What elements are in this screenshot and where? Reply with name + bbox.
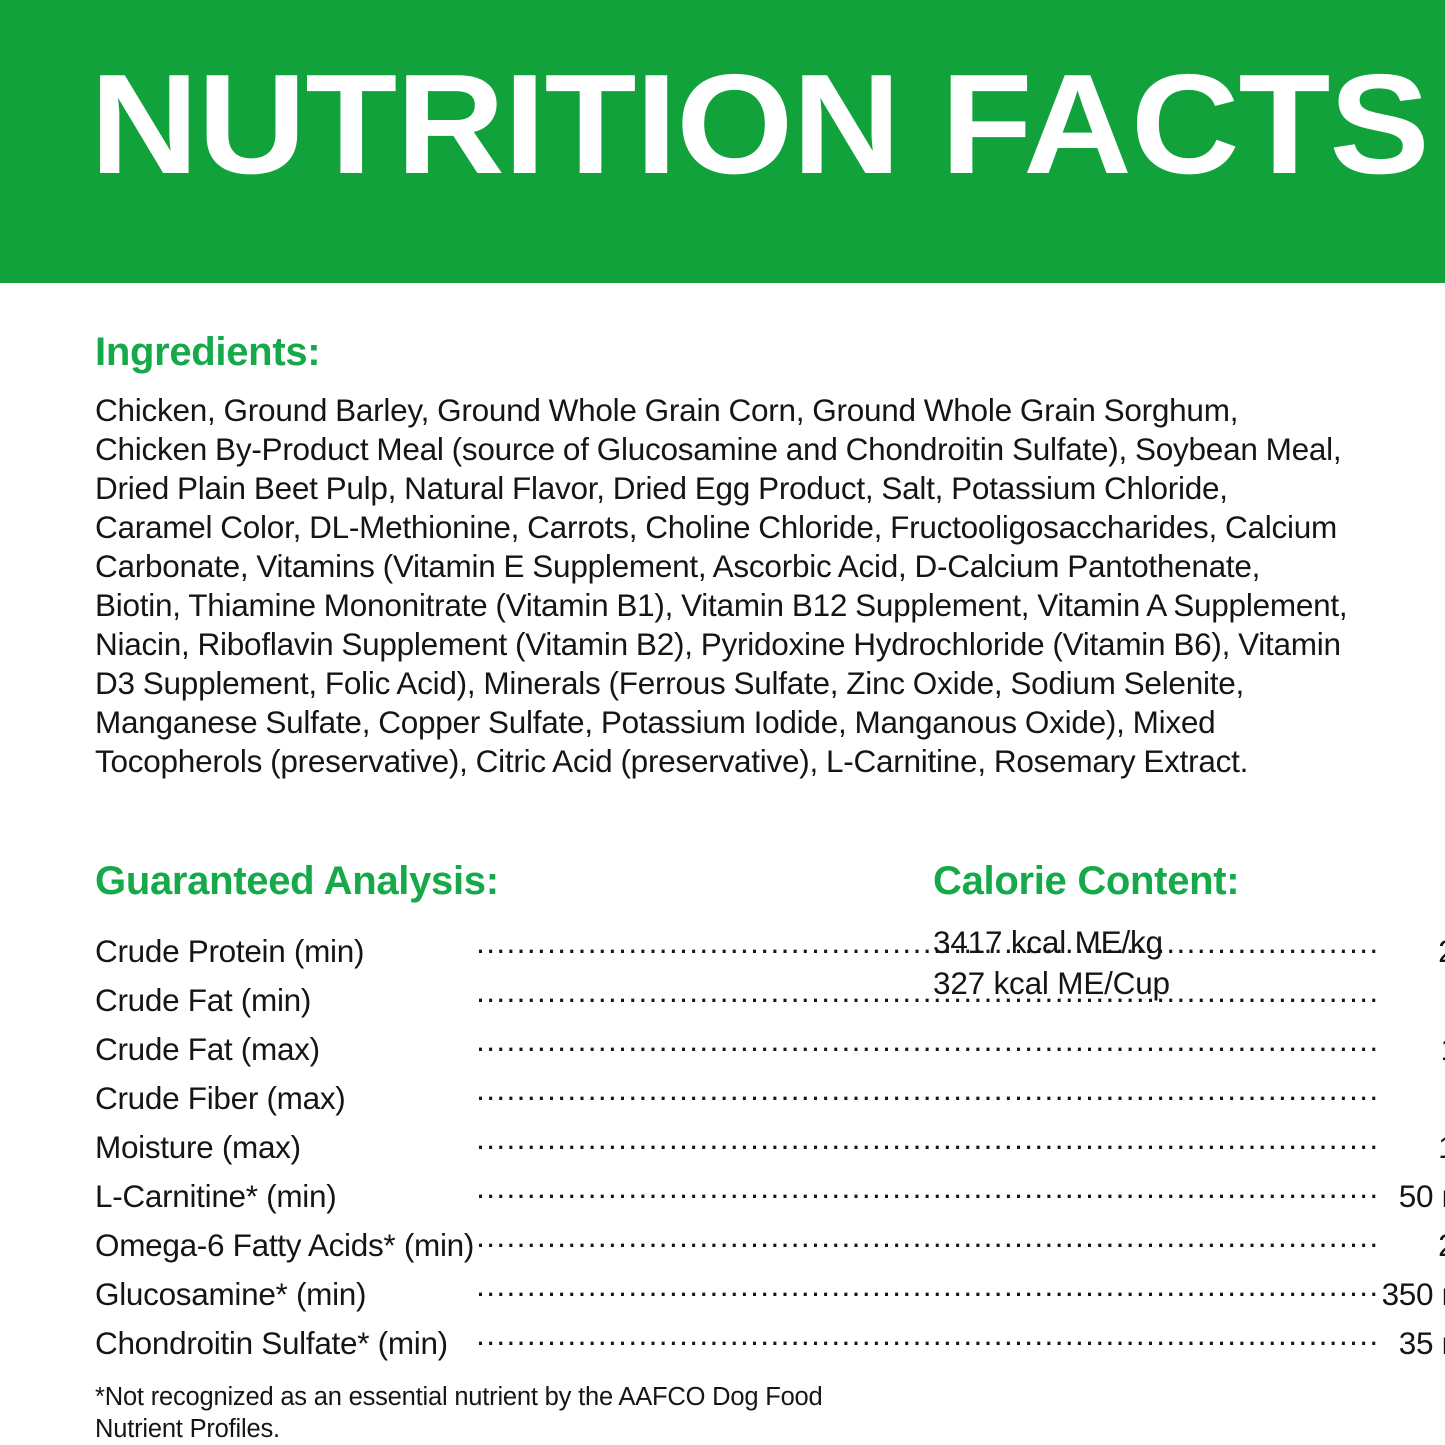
calorie-content-line: 327 kcal ME/Cup (933, 965, 1170, 1001)
guaranteed-analysis-table: Crude Protein (min).....................… (95, 922, 1445, 1363)
analysis-value: 50 mg/kg (1398, 1178, 1445, 1214)
header-banner: NUTRITION FACTS (0, 0, 1445, 283)
table-row: Moisture (max)..........................… (95, 1118, 1445, 1167)
analysis-label: Moisture (max) (95, 1129, 301, 1165)
analysis-label: Crude Fat (min) (95, 982, 312, 1018)
dot-leader: ........................................… (476, 1120, 1380, 1156)
calorie-content-line: 3417 kcal ME/kg (933, 924, 1163, 960)
analysis-value: 350 mg/kg (1381, 1276, 1445, 1312)
calorie-content-lines: 3417 kcal ME/kg 327 kcal ME/Cup (933, 922, 1353, 1004)
analysis-value: 22.5% (1380, 922, 1445, 971)
dot-leader: ........................................… (476, 1022, 1380, 1058)
guaranteed-analysis-heading: Guaranteed Analysis: (95, 859, 499, 903)
dot-leader: ........................................… (476, 1218, 1380, 1254)
guaranteed-analysis-section: Guaranteed Analysis: Crude Protein (min)… (95, 858, 1445, 1445)
analysis-value: 2.25% (1380, 1216, 1445, 1265)
analysis-value: 11.5% (1380, 1020, 1445, 1069)
dot-leader: ........................................… (476, 1267, 1380, 1303)
dot-leader: ........................................… (476, 924, 1380, 960)
analysis-label: Glucosamine* (min) (95, 1276, 367, 1312)
ingredients-section: Ingredients: Chicken, Ground Barley, Gro… (95, 329, 1350, 781)
table-row: Glucosamine* (min)......................… (95, 1265, 1445, 1314)
table-row: Omega-6 Fatty Acids* (min)..............… (95, 1216, 1445, 1265)
ingredients-text: Chicken, Ground Barley, Ground Whole Gra… (95, 392, 1348, 779)
analysis-label: Omega-6 Fatty Acids* (min) (95, 1227, 475, 1263)
label-body: Ingredients: Chicken, Ground Barley, Gro… (0, 283, 1445, 1445)
analysis-value: 5.0% (1380, 1069, 1445, 1118)
guaranteed-analysis-rows: Crude Protein (min).....................… (95, 922, 1445, 1363)
calorie-content-heading: Calorie Content: (933, 859, 1240, 903)
analysis-label: Crude Fat (max) (95, 1031, 320, 1067)
table-row: L-Carnitine* (min)......................… (95, 1167, 1445, 1216)
analysis-label: Crude Protein (min) (95, 933, 365, 969)
analysis-label: Chondroitin Sulfate* (min) (95, 1325, 448, 1361)
dot-leader: ........................................… (476, 1316, 1380, 1352)
ingredients-heading: Ingredients: (95, 330, 321, 374)
table-row: Crude Protein (min).....................… (95, 922, 1445, 971)
page-title: NUTRITION FACTS (90, 45, 1430, 204)
analysis-value: 10.0% (1380, 1118, 1445, 1167)
dot-leader: ........................................… (476, 1071, 1380, 1107)
analysis-value: 9.0% (1380, 971, 1445, 1020)
dot-leader: ........................................… (476, 1169, 1380, 1205)
dot-leader: ........................................… (476, 973, 1380, 1009)
analysis-label: Crude Fiber (max) (95, 1080, 346, 1116)
calorie-content-section: Calorie Content: 3417 kcal ME/kg 327 kcal… (933, 858, 1353, 1004)
table-row: Crude Fat (min) ........................… (95, 971, 1445, 1020)
table-row: Chondroitin Sulfate* (min) .............… (95, 1314, 1445, 1363)
table-row: Crude Fiber (max).......................… (95, 1069, 1445, 1118)
analysis-value: 35 mg/kg (1398, 1325, 1445, 1361)
analysis-label: L-Carnitine* (min) (95, 1178, 337, 1214)
guaranteed-analysis-footnote: *Not recognized as an essential nutrient… (95, 1383, 823, 1443)
table-row: Crude Fat (max) ........................… (95, 1020, 1445, 1069)
